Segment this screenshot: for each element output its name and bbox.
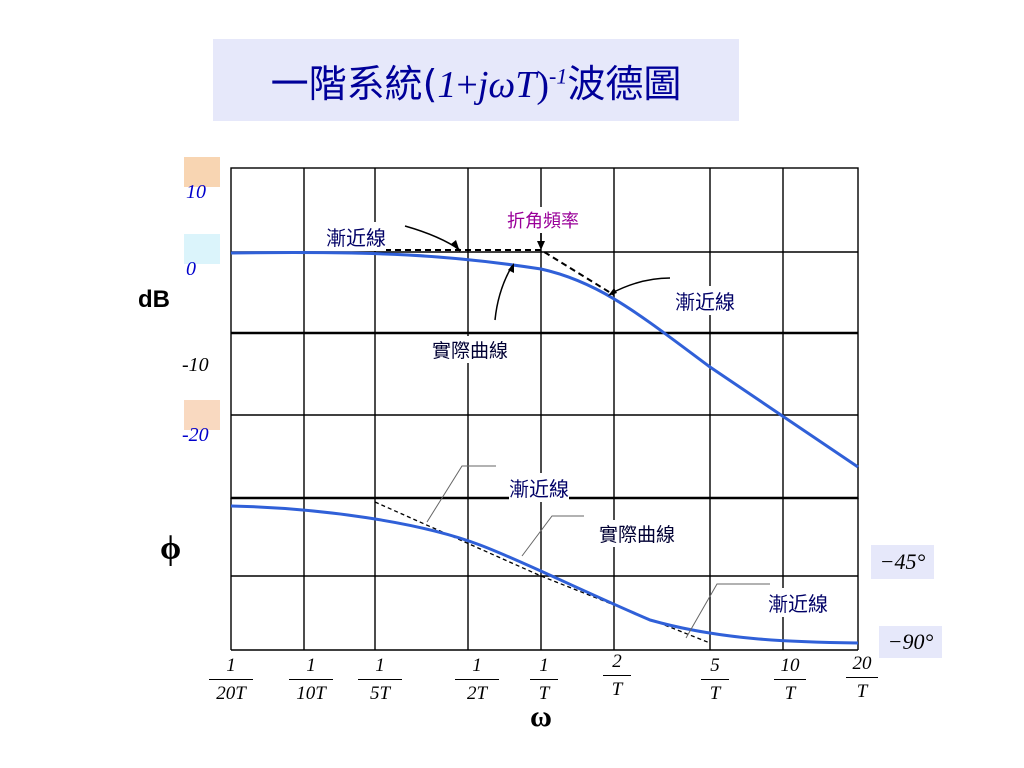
x-axis-label: ω — [530, 700, 552, 733]
x-tick-1-bar — [209, 679, 253, 680]
x-tick-4: 1 2T — [447, 656, 507, 703]
title-plus: + — [456, 63, 478, 106]
x-tick-4-den: 2T — [466, 683, 488, 704]
x-tick-8-num: 10 — [780, 655, 800, 676]
x-tick-5-bar — [530, 679, 558, 680]
label-asymptote-phase-bottom: 漸近線 — [768, 588, 828, 617]
arrowhead-asymptote-top-right — [608, 288, 617, 296]
leader-asymptote-top-left — [404, 225, 461, 251]
magnitude-asymptote — [375, 249, 615, 296]
db-tick-10: 10 — [186, 181, 206, 203]
x-tick-9-den: T — [856, 681, 868, 702]
phase-tick-neg45: −45° — [871, 545, 934, 579]
label-asymptote-top-right: 漸近線 — [675, 286, 735, 315]
swatch-10 — [184, 157, 220, 187]
leader-asymptote-top-right — [609, 277, 671, 295]
label-asymptote-top-left: 漸近線 — [326, 222, 386, 251]
phase-curve — [230, 504, 859, 645]
x-tick-3-den: 5T — [369, 683, 391, 704]
x-tick-8: 10 T — [760, 656, 820, 703]
title-exponent: -1 — [549, 62, 568, 88]
x-tick-1-num: 1 — [226, 655, 236, 676]
label-actual-curve-top: 實際曲線 — [432, 336, 509, 363]
x-tick-7-bar — [701, 679, 729, 680]
x-tick-2: 1 10T — [281, 656, 341, 703]
x-tick-4-num: 1 — [472, 655, 482, 676]
x-tick-1: 1 20T — [201, 656, 261, 703]
x-tick-6-num: 2 — [612, 651, 622, 672]
x-tick-6-den: T — [611, 679, 623, 700]
page-title: 一階系統(1+jωT)-1波德圖 — [271, 53, 682, 108]
arrowhead-corner-frequency — [537, 241, 545, 250]
swatch-0 — [184, 234, 220, 264]
leader-actual-curve-top — [494, 265, 513, 321]
x-tick-9-bar — [846, 677, 878, 678]
x-tick-8-den: T — [784, 683, 796, 704]
title-box: 一階系統(1+jωT)-1波德圖 — [213, 39, 739, 121]
x-tick-4-bar — [455, 679, 499, 680]
swatch-neg20 — [184, 400, 220, 430]
arrowhead-actual-curve-top — [508, 263, 514, 273]
x-tick-5-num: 1 — [539, 655, 549, 676]
db-axis-label: dB — [138, 286, 170, 313]
db-tick-neg20: -20 — [182, 424, 209, 446]
title-suffix: 波德圖 — [567, 61, 682, 106]
x-tick-5-den: T — [538, 683, 550, 704]
leader-asymptote-phase-top — [426, 465, 496, 523]
x-tick-2-num: 1 — [306, 655, 316, 676]
title-one: 1 — [437, 63, 457, 106]
db-tick-neg10: -10 — [182, 354, 209, 376]
title-close: ) — [536, 63, 550, 106]
arrowhead-asymptote-top-left — [451, 240, 460, 252]
db-tick-0: 0 — [186, 258, 196, 280]
title-prefix: 一階系統( — [270, 61, 438, 106]
x-tick-3-bar — [358, 679, 402, 680]
label-corner-frequency: 折角頻率 — [507, 207, 579, 233]
leader-actual-curve-phase — [521, 515, 584, 557]
x-tick-3-num: 1 — [375, 655, 385, 676]
x-tick-6-bar — [603, 675, 631, 676]
x-tick-7-num: 5 — [710, 655, 720, 676]
x-tick-2-den: 10T — [296, 683, 326, 704]
x-tick-9: 20 T — [832, 654, 892, 701]
x-tick-2-bar — [289, 679, 333, 680]
magnitude-curve — [230, 251, 859, 469]
phase-axis-label: ϕ — [160, 530, 182, 567]
phase-tick-neg90: −90° — [879, 626, 942, 658]
label-asymptote-phase-top: 漸近線 — [509, 473, 569, 502]
x-tick-7-den: T — [709, 683, 721, 704]
leader-asymptote-phase-bottom — [685, 583, 770, 639]
title-jwt: jωT — [477, 63, 537, 106]
x-tick-1-den: 20T — [216, 683, 246, 704]
label-actual-curve-phase: 實際曲線 — [599, 520, 676, 547]
x-tick-8-bar — [774, 679, 806, 680]
x-tick-9-num: 20 — [852, 653, 872, 674]
x-tick-3: 1 5T — [350, 656, 410, 703]
